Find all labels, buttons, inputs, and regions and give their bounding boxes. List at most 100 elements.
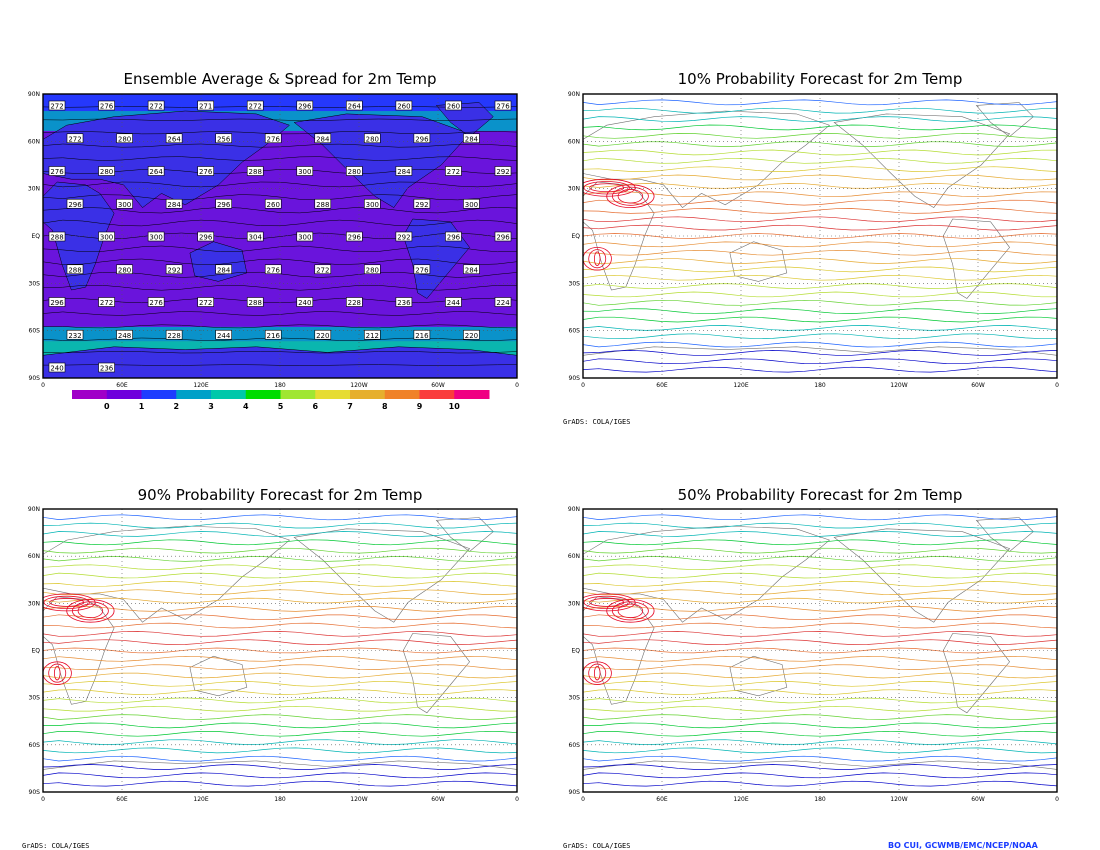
svg-text:236: 236 [397,299,411,307]
contour-line [583,597,1057,604]
contour-value-label: 260 [445,100,462,111]
svg-text:244: 244 [217,332,231,340]
author-credit: BO CUI, GCWMB/EMC/NCEP/NOAA [888,841,1038,850]
contour-value-label: 232 [66,329,84,340]
grads-credit-top: GrADS: COLA/IGES [563,418,631,426]
contour-line [43,639,517,645]
hot-contour [593,251,601,266]
lon-tick-label: 120W [350,382,367,389]
lon-tick-label: 60E [656,796,668,803]
lat-tick-label: 60N [568,138,580,145]
contour-value-label: 212 [364,329,381,340]
hot-contour [583,246,612,271]
lon-tick-label: 180 [274,382,286,389]
contour-value-label: 300 [98,231,115,242]
colorbar-swatch [106,390,142,399]
svg-text:240: 240 [298,299,311,307]
lat-tick-label: 60S [569,328,581,335]
lon-tick-label: 60W [431,382,445,389]
colorbar-swatch [454,390,490,399]
contour-value-label: 284 [395,166,413,176]
contour-line [583,739,1057,745]
contour-line [43,647,517,654]
svg-text:280: 280 [366,266,379,274]
coastline-australia [189,655,248,697]
hot-contour [589,598,625,607]
contour-value-label: 260 [395,100,413,111]
colorbar-label: 8 [382,402,388,411]
svg-text:276: 276 [50,168,64,176]
land-greenland [435,102,494,137]
contour-value-label: 296 [215,198,232,209]
map-frame [42,93,518,379]
contour-value-label: 264 [346,100,363,111]
svg-text:264: 264 [149,168,163,176]
contour-value-label: 228 [346,297,363,307]
svg-text:276: 276 [415,266,429,274]
contour-value-label: 224 [494,297,512,307]
lon-tick-label: 60E [116,382,128,389]
contour-value-label: 296 [296,100,314,111]
contour-line [583,639,1057,645]
contour-line [583,722,1057,729]
contour-line [43,747,517,754]
contour-value-label: 272 [48,100,66,111]
contour-line [43,364,517,366]
lon-tick-label: 60E [656,382,668,389]
map-frame [582,508,1058,793]
contour-value-label: 284 [165,198,183,209]
svg-text:256: 256 [217,135,231,143]
svg-text:220: 220 [316,332,329,340]
hot-contour [48,663,67,683]
svg-text:292: 292 [496,168,509,176]
lat-tick-label: 60S [569,742,581,749]
contour-line [583,697,1057,704]
lon-tick-label: 180 [274,796,286,803]
contour-value-label: 304 [246,231,264,242]
lat-tick-label: 90N [568,91,580,98]
svg-text:296: 296 [348,234,362,242]
svg-text:280: 280 [348,168,361,176]
lon-tick-label: 0 [581,382,585,389]
hot-contour [49,598,85,607]
contour-value-label: 276 [48,166,66,176]
svg-text:284: 284 [167,201,181,209]
coastline-australia [729,655,788,697]
svg-text:232: 232 [68,332,81,340]
colorbar-label: 6 [312,402,318,411]
contour-value-label: 300 [147,231,165,242]
colorbar-swatch [141,390,177,399]
lon-tick-label: 0 [1055,796,1059,803]
hot-contour [77,603,104,619]
coastline-namerica [833,113,1011,208]
lat-tick-label: 30S [569,695,581,702]
svg-text:272: 272 [316,266,329,274]
svg-text:276: 276 [199,168,213,176]
contour-line [583,755,1057,762]
svg-text:240: 240 [50,365,63,373]
colorbar: 0 1 2 3 4 5 6 7 8 9 10 [72,390,490,411]
contour-value-label: 272 [197,297,214,307]
hot-contour [617,189,644,204]
colorbar-label: 7 [347,402,353,411]
lat-tick-label: 60N [568,553,580,560]
svg-text:272: 272 [249,103,262,111]
svg-text:296: 296 [199,234,213,242]
contour-line [583,183,1057,189]
hot-contour [43,595,90,610]
colorbar-swatch [419,390,455,399]
contour-line [583,622,1057,629]
colorbar-swatch [350,390,386,399]
contour-value-label: 296 [494,231,512,242]
svg-text:288: 288 [50,234,63,242]
coastline-antarctic [43,760,517,792]
contour-value-label: 284 [215,264,232,274]
panel-title-p90: 90% Probability Forecast for 2m Temp [137,486,423,504]
contour-value-label: 296 [197,231,214,242]
contour-value-label: 280 [364,133,381,143]
hot-contour [589,183,625,193]
lon-tick-label: 0 [515,796,519,803]
lon-tick-label: 0 [515,382,519,389]
contour-value-label: 288 [314,198,332,209]
